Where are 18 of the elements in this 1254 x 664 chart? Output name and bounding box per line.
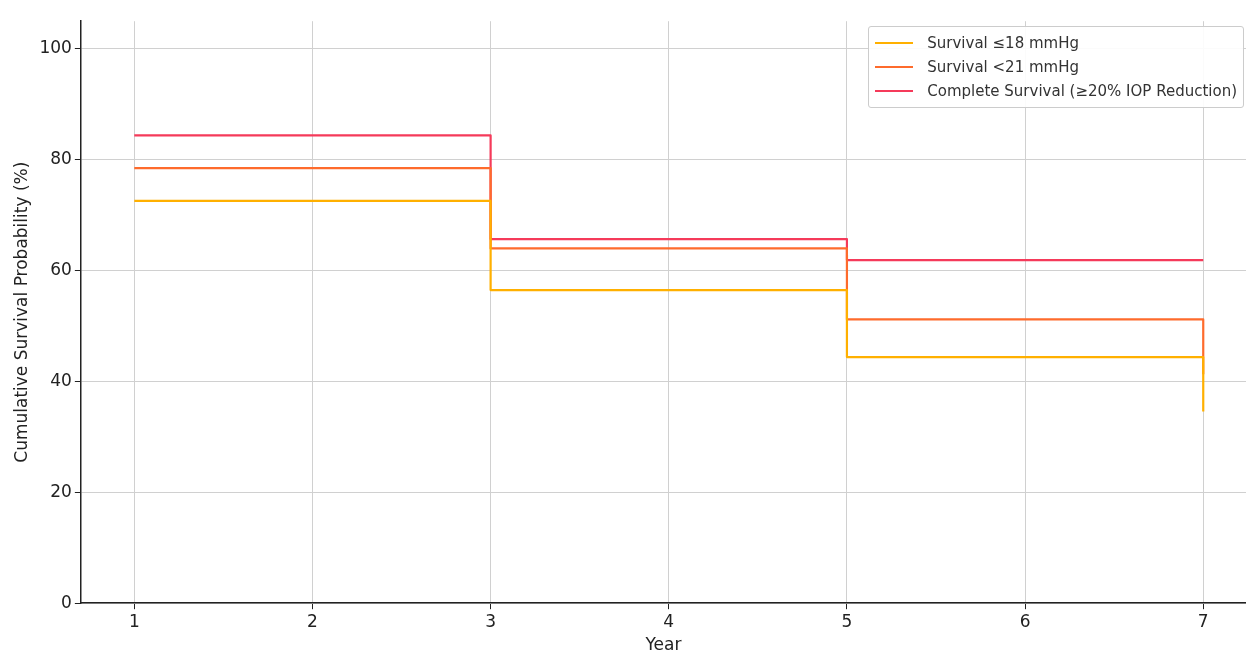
- x-tick-label: 6: [1019, 610, 1031, 631]
- x-tick-label: 2: [307, 610, 318, 631]
- x-tick-label: 5: [841, 610, 853, 631]
- legend-label: Survival <21 mmHg: [927, 58, 1079, 76]
- x-axis-title: Year: [644, 634, 682, 655]
- x-tick-label: 3: [485, 610, 497, 631]
- x-tick-label: 7: [1197, 610, 1209, 631]
- y-tick-label: 60: [50, 259, 72, 280]
- legend-label: Survival ≤18 mmHg: [927, 34, 1079, 52]
- y-tick-label: 0: [61, 591, 72, 612]
- y-axis-title: Cumulative Survival Probability (%): [10, 161, 31, 463]
- x-tick-label: 4: [663, 610, 675, 631]
- y-tick-label: 40: [50, 369, 72, 390]
- x-tick-label: 1: [128, 610, 140, 631]
- y-tick-label: 20: [50, 480, 72, 501]
- legend-label: Complete Survival (≥20% IOP Reduction): [927, 82, 1237, 100]
- y-tick-label: 80: [50, 148, 72, 169]
- y-tick-label: 100: [39, 37, 72, 58]
